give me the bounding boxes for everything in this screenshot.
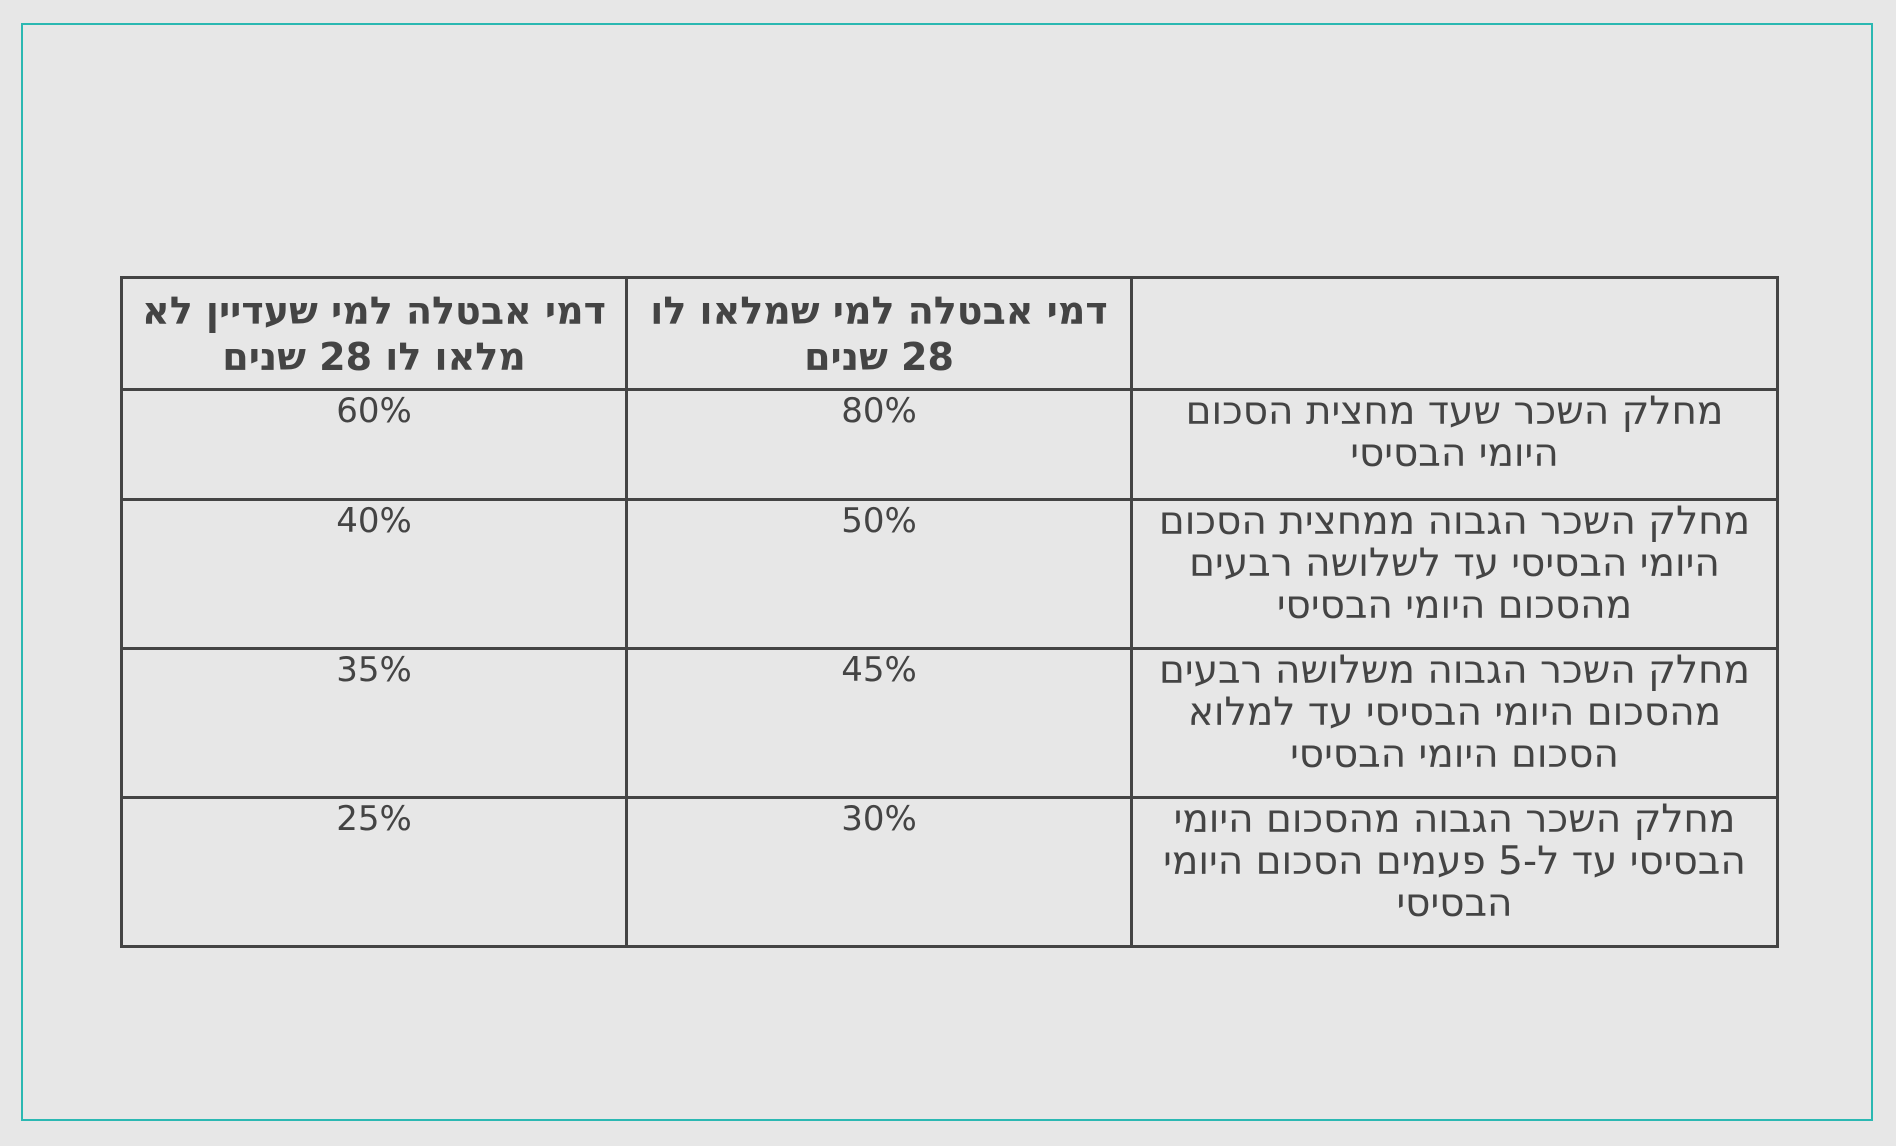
rate-over-28: 30% (625, 796, 1133, 948)
header-under-28: דמי אבטלה למי שעדיין לא מלאו לו 28 שנים (120, 276, 628, 391)
rate-under-28: 35% (120, 647, 628, 799)
table-row: מחלק השכר שעד מחצית הסכום היומי הבסיסי 8… (120, 388, 1779, 501)
rate-over-28: 80% (625, 388, 1133, 501)
rate-over-28: 45% (625, 647, 1133, 799)
rate-under-28: 60% (120, 388, 628, 501)
rate-under-28: 25% (120, 796, 628, 948)
header-over-28: דמי אבטלה למי שמלאו לו 28 שנים (625, 276, 1133, 391)
rate-under-28: 40% (120, 498, 628, 650)
table-row: מחלק השכר הגבוה ממחצית הסכום היומי הבסיס… (120, 498, 1779, 650)
rate-over-28: 50% (625, 498, 1133, 650)
table-row: מחלק השכר הגבוה משלושה רבעים מהסכום היומ… (120, 647, 1779, 799)
row-label: מחלק השכר שעד מחצית הסכום היומי הבסיסי (1130, 388, 1779, 501)
slide-frame (21, 23, 1873, 1121)
table-row: מחלק השכר הגבוה מהסכום היומי הבסיסי עד ל… (120, 796, 1779, 948)
row-label: מחלק השכר הגבוה מהסכום היומי הבסיסי עד ל… (1130, 796, 1779, 948)
row-label: מחלק השכר הגבוה משלושה רבעים מהסכום היומ… (1130, 647, 1779, 799)
header-row: דמי אבטלה למי שמלאו לו 28 שנים דמי אבטלה… (120, 276, 1779, 391)
unemployment-benefits-table: דמי אבטלה למי שמלאו לו 28 שנים דמי אבטלה… (120, 276, 1779, 948)
row-label: מחלק השכר הגבוה ממחצית הסכום היומי הבסיס… (1130, 498, 1779, 650)
header-label-cell (1130, 276, 1779, 391)
